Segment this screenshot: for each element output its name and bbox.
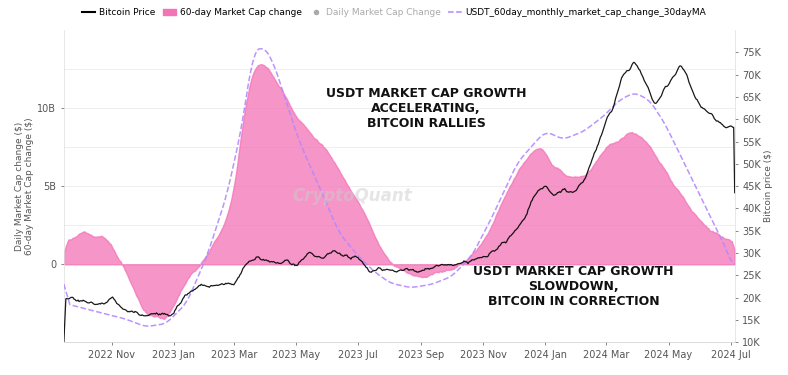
- Y-axis label: Bitcoin price ($): Bitcoin price ($): [764, 150, 773, 222]
- Text: USDT MARKET CAP GROWTH
SLOWDOWN,
BITCOIN IN CORRECTION: USDT MARKET CAP GROWTH SLOWDOWN, BITCOIN…: [474, 265, 674, 308]
- Y-axis label: Daily Market Cap change ($)
60-day Market Cap change ($): Daily Market Cap change ($) 60-day Marke…: [15, 117, 35, 255]
- Legend: Bitcoin Price, 60-day Market Cap change, Daily Market Cap Change, USDT_60day_mon: Bitcoin Price, 60-day Market Cap change,…: [78, 4, 710, 21]
- Text: USDT MARKET CAP GROWTH
ACCELERATING,
BITCOIN RALLIES: USDT MARKET CAP GROWTH ACCELERATING, BIT…: [326, 87, 526, 130]
- Text: CryptoQuant: CryptoQuant: [292, 186, 412, 204]
